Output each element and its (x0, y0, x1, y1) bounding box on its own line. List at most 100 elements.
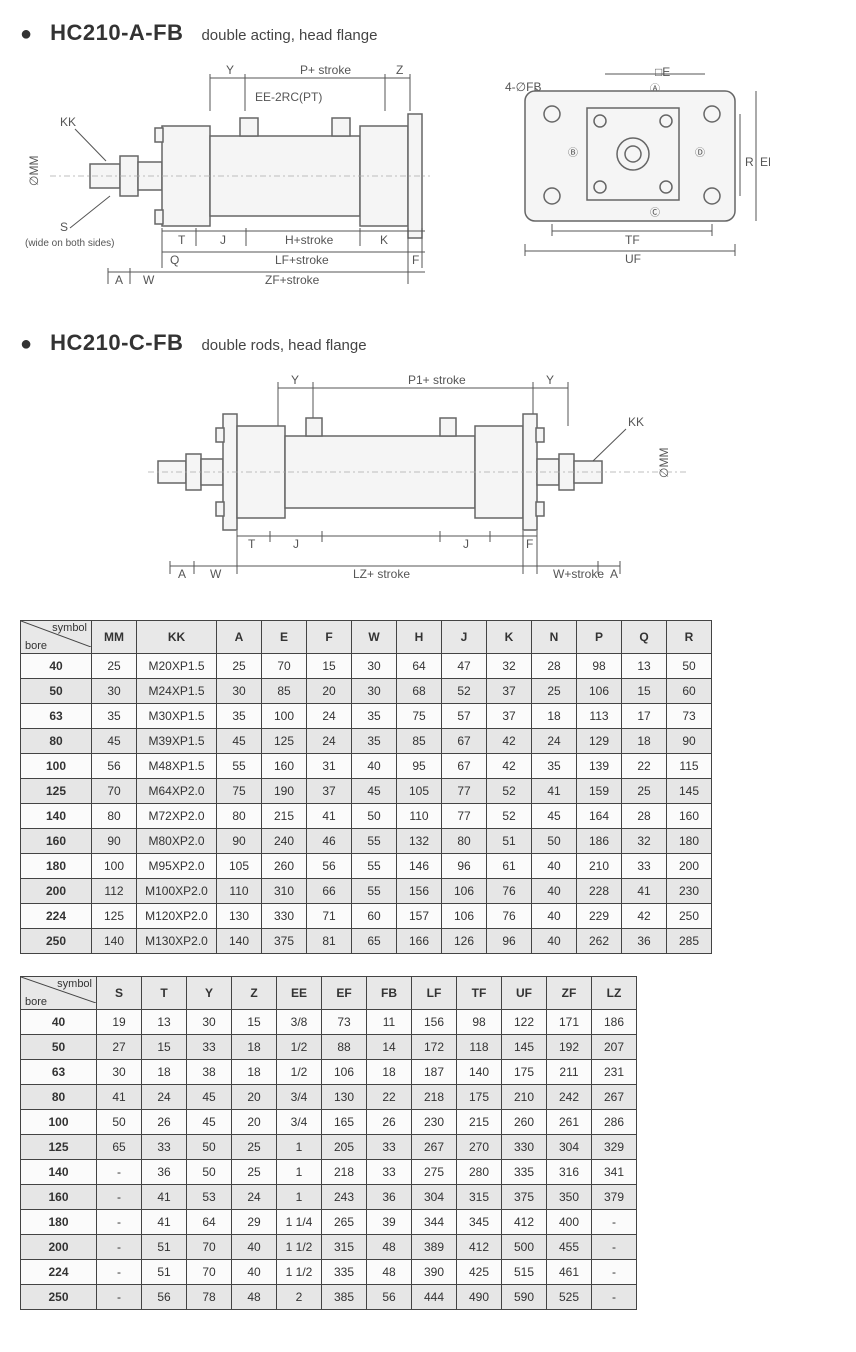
table-cell: 113 (577, 704, 622, 729)
col-header: LZ (592, 977, 637, 1010)
svg-text:A: A (178, 567, 186, 581)
table-cell: 156 (397, 879, 442, 904)
diagram-row-2: Y P1+ stroke Y KK ∅MM T (20, 366, 836, 596)
table-cell: 286 (592, 1110, 637, 1135)
table-cell: 33 (142, 1135, 187, 1160)
table-cell: 260 (502, 1110, 547, 1135)
table-cell: 140 (217, 929, 262, 954)
col-header: P (577, 621, 622, 654)
table-cell: 106 (442, 904, 487, 929)
table-cell: 210 (502, 1085, 547, 1110)
table-cell: 139 (577, 754, 622, 779)
table-cell: 207 (592, 1035, 637, 1060)
table-cell: 73 (322, 1010, 367, 1035)
table-cell: 32 (622, 829, 667, 854)
table-cell: 47 (442, 654, 487, 679)
svg-text:∅MM: ∅MM (657, 448, 671, 478)
table-cell: 218 (412, 1085, 457, 1110)
table-cell: - (97, 1185, 142, 1210)
table-cell: 157 (397, 904, 442, 929)
table-cell: 96 (442, 854, 487, 879)
table-cell: 280 (457, 1160, 502, 1185)
table-cell: 48 (367, 1260, 412, 1285)
table-cell: 100 (21, 1110, 97, 1135)
table-cell: 63 (21, 1060, 97, 1085)
table-cell: 106 (442, 879, 487, 904)
table-cell: 106 (322, 1060, 367, 1085)
table-cell: 50 (21, 679, 92, 704)
svg-text:LF+stroke: LF+stroke (275, 253, 329, 267)
table-cell: 330 (502, 1135, 547, 1160)
table-cell: 145 (667, 779, 712, 804)
table-cell: M72XP2.0 (137, 804, 217, 829)
table-cell: 60 (352, 904, 397, 929)
table-cell: M64XP2.0 (137, 779, 217, 804)
table-cell: 45 (352, 779, 397, 804)
svg-text:(wide on both sides): (wide on both sides) (25, 238, 115, 249)
svg-text:Y: Y (291, 373, 299, 387)
table-cell: 125 (92, 904, 137, 929)
svg-text:Y: Y (546, 373, 554, 387)
table-cell: 36 (367, 1185, 412, 1210)
table-cell: 70 (262, 654, 307, 679)
table-cell: 24 (307, 704, 352, 729)
table-cell: 88 (322, 1035, 367, 1060)
col-header: MM (92, 621, 137, 654)
svg-text:□E: □E (655, 65, 670, 79)
col-header: K (487, 621, 532, 654)
svg-text:A: A (610, 567, 618, 581)
table-cell: 25 (217, 654, 262, 679)
table-cell: 51 (142, 1260, 187, 1285)
svg-text:T: T (248, 537, 256, 551)
table-cell: 28 (622, 804, 667, 829)
svg-text:ZF+stroke: ZF+stroke (265, 273, 320, 287)
table-cell: 350 (547, 1185, 592, 1210)
col-header: J (442, 621, 487, 654)
table-cell: 80 (21, 729, 92, 754)
table-cell: 15 (307, 654, 352, 679)
table-cell: 335 (502, 1160, 547, 1185)
svg-text:F: F (412, 253, 419, 267)
table-cell: 20 (307, 679, 352, 704)
table-cell: 41 (307, 804, 352, 829)
table-cell: 18 (367, 1060, 412, 1085)
table-cell: 145 (502, 1035, 547, 1060)
table-cell: 18 (622, 729, 667, 754)
col-header: FB (367, 977, 412, 1010)
table-cell: 85 (397, 729, 442, 754)
table-cell: 55 (352, 854, 397, 879)
table-cell: 15 (622, 679, 667, 704)
diagram-flange-front: 4-∅FB □E Ⓐ Ⓓ Ⓑ Ⓒ R EF TF UF (480, 56, 770, 266)
diagram-row-1: Y P+ stroke Z EE-2RC(PT) KK ∅MM S (wide … (20, 56, 836, 306)
col-header: A (217, 621, 262, 654)
table-cell: 81 (307, 929, 352, 954)
table-cell: 105 (397, 779, 442, 804)
table-cell: 75 (217, 779, 262, 804)
table-cell: 63 (21, 704, 92, 729)
part-number-2: HC210-C-FB (50, 330, 183, 356)
table-cell: 35 (352, 729, 397, 754)
table-cell: 42 (622, 904, 667, 929)
table-cell: M130XP2.0 (137, 929, 217, 954)
table-cell: 40 (232, 1235, 277, 1260)
table-cell: 175 (502, 1060, 547, 1085)
table-cell: 25 (232, 1160, 277, 1185)
table-cell: 50 (667, 654, 712, 679)
table-cell: 31 (307, 754, 352, 779)
table-cell: 267 (412, 1135, 457, 1160)
table-cell: 71 (307, 904, 352, 929)
table-cell: 30 (92, 679, 137, 704)
table-cell: 461 (547, 1260, 592, 1285)
table-cell: 250 (21, 929, 92, 954)
table-cell: 261 (547, 1110, 592, 1135)
table-cell: 30 (97, 1060, 142, 1085)
table-cell: - (97, 1235, 142, 1260)
table-cell: 30 (187, 1010, 232, 1035)
table-cell: 40 (532, 929, 577, 954)
table-cell: 11 (367, 1010, 412, 1035)
table-cell: 304 (547, 1135, 592, 1160)
table-cell: - (592, 1285, 637, 1310)
table-cell: 344 (412, 1210, 457, 1235)
col-header: F (307, 621, 352, 654)
svg-text:F: F (526, 537, 533, 551)
